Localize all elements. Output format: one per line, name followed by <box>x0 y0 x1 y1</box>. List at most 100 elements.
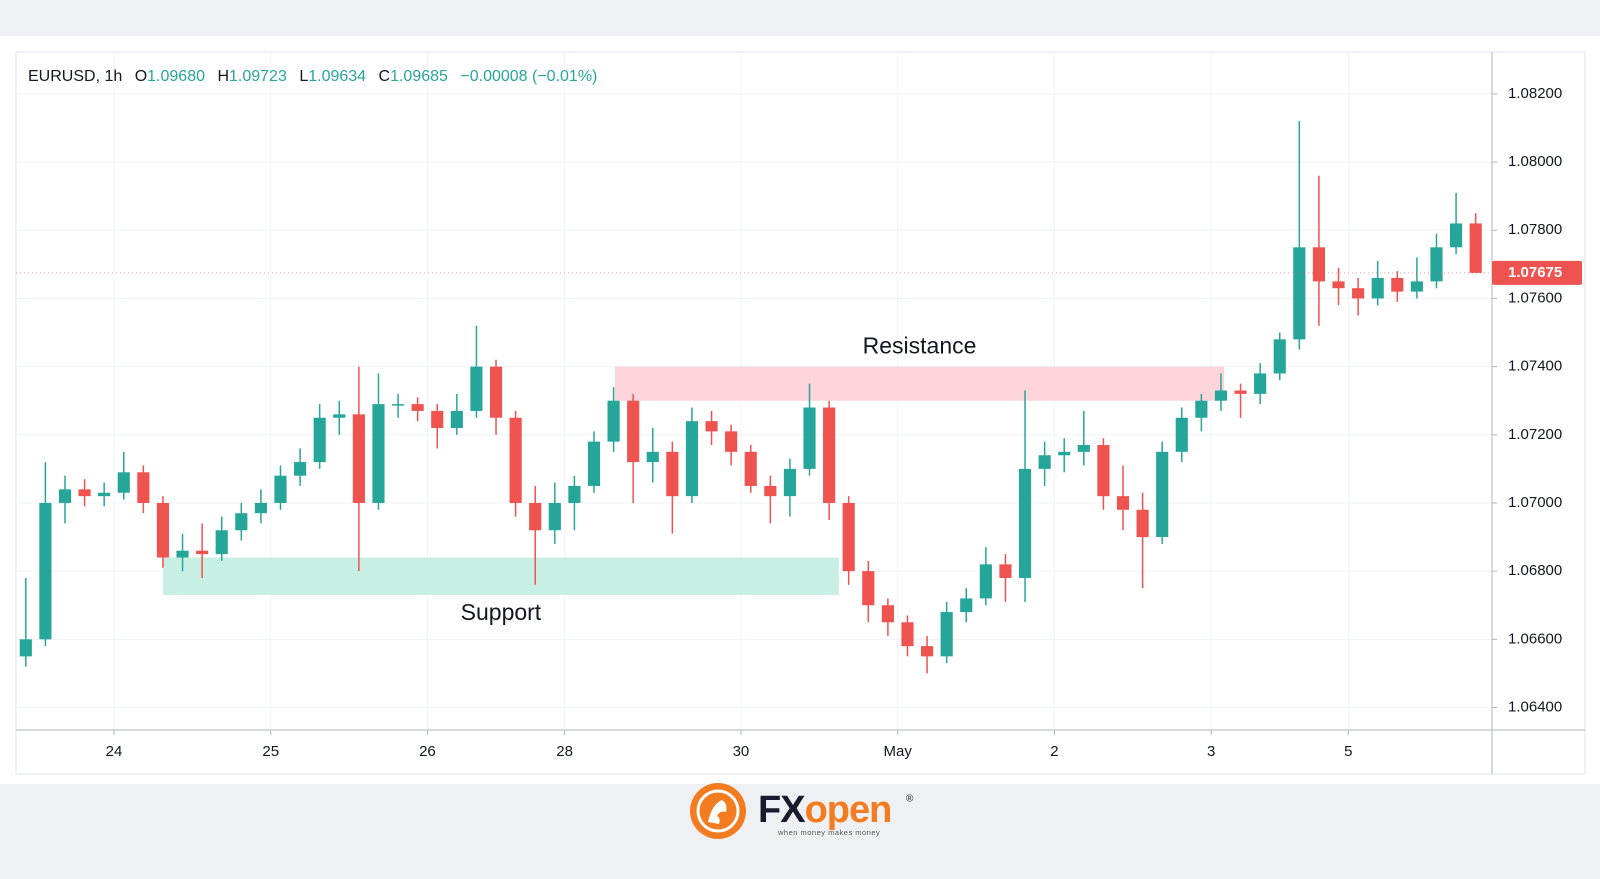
candle-body <box>78 489 91 497</box>
candle-body <box>1312 247 1326 282</box>
candle-body <box>1175 417 1188 452</box>
logo-brand: FXopen <box>758 789 891 831</box>
zone-label: Resistance <box>863 333 977 359</box>
candle-body <box>1469 223 1482 273</box>
ohlc-key: O <box>135 68 147 85</box>
candle-body <box>548 502 561 531</box>
ohlc-value: 1.09634 <box>308 68 366 85</box>
symbol: EURUSD, 1h <box>28 68 122 85</box>
candle-body <box>685 421 699 497</box>
candle-body <box>666 451 679 497</box>
candle-body <box>764 485 777 497</box>
candle-body <box>509 417 522 503</box>
change: −0.00008 (−0.01%) <box>460 68 597 85</box>
candle-body <box>803 407 816 469</box>
candle-body <box>1234 390 1247 394</box>
axes: 1.06400 1.06600 1.06800 1.07000 1.07200 1.074… <box>16 52 1585 774</box>
candle-body <box>411 404 424 411</box>
y-tick-label: 1.08200 <box>1508 85 1562 102</box>
candle-body <box>979 564 992 599</box>
candle-body <box>1293 247 1306 340</box>
logo-brand-fx: FX <box>758 789 806 831</box>
candle-body <box>1332 281 1345 289</box>
candle-body <box>960 598 973 613</box>
candle-body <box>254 502 267 514</box>
candle-body <box>391 404 405 406</box>
candle-body <box>1097 445 1110 497</box>
candle-body <box>705 421 718 432</box>
chart-frame <box>15 51 1586 775</box>
x-tick-label: 26 <box>419 743 436 760</box>
grid <box>16 52 1492 730</box>
logo-registered: ® <box>906 794 914 805</box>
candle-body <box>862 571 875 606</box>
last-price-tag <box>1492 260 1582 285</box>
candle-body <box>529 502 542 531</box>
candle-body <box>920 646 934 657</box>
y-tick-label: 1.07200 <box>1508 426 1562 443</box>
candle-body <box>1391 277 1404 292</box>
candle-body <box>587 441 601 486</box>
candle-body <box>470 366 483 411</box>
candles <box>19 121 1482 674</box>
ohlc-key: L <box>299 68 308 85</box>
candle-body <box>1352 288 1365 299</box>
candle-body <box>294 462 307 476</box>
candle-body <box>215 530 228 555</box>
candle-body <box>1038 455 1051 469</box>
candle-body <box>881 605 894 623</box>
header: EURUSD, 1h O1.09680 H1.09723 L1.09634 C1… <box>28 68 597 85</box>
candle-body <box>1371 277 1384 299</box>
zone-label: Support <box>461 599 542 625</box>
candle-body <box>1214 390 1228 401</box>
candle-body <box>901 622 914 647</box>
candle-body <box>1195 400 1208 418</box>
logo-icon-figure <box>708 800 727 824</box>
candle-body <box>235 513 248 531</box>
y-tick-label: 1.07000 <box>1508 494 1562 511</box>
zone <box>614 366 1225 401</box>
candle-body <box>1410 281 1423 292</box>
x-tick-label: 3 <box>1207 743 1215 760</box>
candle-body <box>137 472 150 503</box>
candle-body <box>842 502 855 572</box>
candle-body <box>607 400 620 442</box>
candle-body <box>450 410 463 428</box>
candle-body <box>489 366 503 418</box>
candle-body <box>313 417 326 463</box>
candle-body <box>39 502 52 640</box>
candle-body <box>725 431 738 452</box>
candle-body <box>1430 247 1443 282</box>
logo: FXopen ® when money makes money <box>690 783 914 839</box>
candle-body <box>1273 339 1286 374</box>
zone <box>162 557 839 596</box>
candle-body <box>646 451 659 463</box>
logo-tagline: when money makes money <box>777 828 880 837</box>
y-tick-label: 1.06800 <box>1508 562 1562 579</box>
candle-body <box>156 502 170 558</box>
last-price-label: 1.07675 <box>1508 264 1562 281</box>
candle-body <box>1077 445 1090 452</box>
candle-body <box>1058 451 1071 456</box>
candle-body <box>352 414 365 503</box>
y-tick-label: 1.06400 <box>1508 698 1562 715</box>
x-tick-label: 28 <box>556 743 573 760</box>
candle-body <box>117 472 130 493</box>
logo-icon-ring <box>696 789 740 833</box>
logo-brand-open: open <box>805 789 892 831</box>
ohlc-value: 1.09680 <box>147 68 205 85</box>
y-tick-label: 1.07600 <box>1508 289 1562 306</box>
candle-body <box>98 492 111 497</box>
candle-body <box>1136 509 1149 538</box>
candle-body <box>58 489 72 503</box>
ohlc-value: 1.09723 <box>229 68 287 85</box>
x-tick-label: May <box>884 743 913 760</box>
x-tick-label: 30 <box>733 743 750 760</box>
y-tick-label: 1.07800 <box>1508 221 1562 238</box>
candle-body <box>176 550 189 558</box>
candle-body <box>999 564 1012 578</box>
candle-body <box>823 407 836 503</box>
candle-body <box>1450 223 1463 248</box>
